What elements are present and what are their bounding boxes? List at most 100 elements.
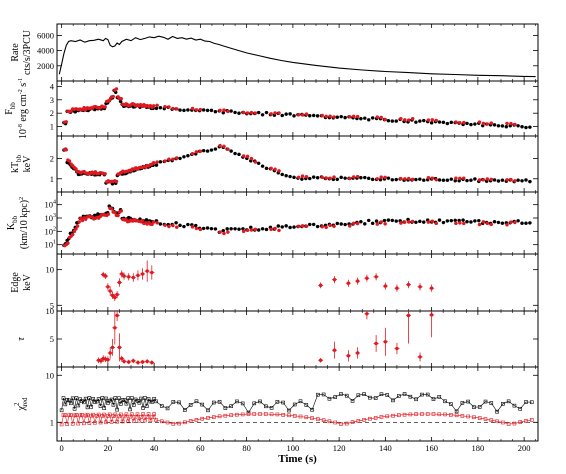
data-point bbox=[524, 221, 528, 225]
chi2-point bbox=[113, 396, 118, 400]
data-point bbox=[469, 220, 473, 224]
chi2-point bbox=[107, 412, 112, 417]
data-point bbox=[308, 176, 312, 181]
data-point bbox=[355, 279, 360, 283]
chi2-point bbox=[368, 395, 372, 400]
chi2-point bbox=[128, 414, 132, 419]
data-point bbox=[292, 114, 296, 118]
y-tick-label: 1 bbox=[50, 417, 54, 427]
chi2-point bbox=[362, 392, 366, 396]
data-point bbox=[410, 116, 415, 121]
data-point bbox=[109, 207, 114, 211]
data-point bbox=[378, 178, 383, 182]
chi2-point bbox=[150, 399, 155, 404]
data-point bbox=[454, 120, 458, 124]
chi2-point bbox=[281, 400, 285, 405]
chi2-point bbox=[89, 413, 94, 418]
chi2-point bbox=[152, 412, 156, 416]
data-point bbox=[324, 176, 328, 180]
chi2-point bbox=[70, 396, 75, 401]
data-point bbox=[277, 228, 281, 233]
chi2-point bbox=[379, 392, 384, 397]
data-point bbox=[516, 219, 520, 223]
chi2-point bbox=[489, 418, 494, 422]
data-point bbox=[140, 360, 145, 364]
data-point bbox=[339, 222, 343, 226]
chi2-point bbox=[137, 418, 142, 423]
y-label-line: τ bbox=[16, 337, 27, 341]
chi2-point bbox=[122, 398, 127, 402]
chi2-point bbox=[135, 399, 140, 403]
chi2-point bbox=[264, 412, 268, 416]
chi2-point bbox=[269, 406, 274, 410]
data-point bbox=[150, 270, 154, 275]
data-point bbox=[462, 176, 466, 180]
data-point bbox=[155, 221, 159, 225]
data-point bbox=[205, 108, 210, 113]
chi2-point bbox=[477, 416, 482, 420]
chi2-point bbox=[449, 413, 453, 417]
chi2-point bbox=[420, 412, 424, 416]
data-point bbox=[445, 178, 450, 182]
data-point bbox=[469, 122, 473, 127]
panel-rate: 2000 4000 6000 Rate cts/s/3PCU bbox=[10, 23, 539, 82]
chi2-point bbox=[483, 417, 488, 421]
data-point bbox=[351, 114, 356, 118]
chi2-point bbox=[137, 400, 142, 405]
data-point bbox=[367, 118, 371, 122]
data-point bbox=[119, 209, 123, 213]
chi2-point bbox=[316, 417, 320, 421]
data-point bbox=[201, 108, 206, 112]
data-point bbox=[386, 218, 391, 222]
chi2-point bbox=[529, 400, 534, 405]
data-point bbox=[430, 219, 435, 223]
chi2-point bbox=[146, 412, 151, 416]
data-point bbox=[140, 272, 145, 276]
data-point bbox=[300, 177, 304, 181]
data-point bbox=[528, 179, 532, 184]
data-point bbox=[496, 124, 501, 128]
data-point bbox=[175, 156, 179, 160]
data-point bbox=[473, 122, 477, 126]
data-point bbox=[167, 157, 171, 161]
data-point bbox=[348, 115, 352, 119]
data-point bbox=[477, 120, 482, 124]
chi2-point bbox=[501, 402, 505, 406]
data-point bbox=[288, 225, 292, 230]
data-point bbox=[233, 110, 237, 115]
data-point bbox=[528, 221, 532, 225]
data-point bbox=[304, 112, 309, 116]
data-point bbox=[229, 109, 233, 113]
y-axis-label: χ2red bbox=[13, 397, 29, 411]
chi2-point bbox=[85, 412, 90, 417]
chi2-point bbox=[489, 401, 494, 405]
data-point bbox=[437, 218, 442, 222]
y-label-line: 10-8 erg cm-2 s-1 bbox=[18, 78, 29, 139]
chi2-point bbox=[229, 413, 233, 417]
data-point bbox=[64, 148, 68, 152]
chi2-point bbox=[298, 399, 303, 404]
data-point bbox=[273, 167, 277, 171]
data-point bbox=[190, 106, 195, 111]
data-point bbox=[114, 87, 119, 91]
chi2-point bbox=[396, 413, 401, 417]
data-point bbox=[332, 348, 337, 352]
chi2-point bbox=[472, 415, 476, 420]
data-point bbox=[394, 219, 398, 223]
data-point bbox=[386, 176, 391, 180]
data-point bbox=[434, 178, 438, 182]
chi2-point bbox=[529, 417, 534, 422]
chi2-point bbox=[304, 403, 309, 407]
chi2-point bbox=[194, 399, 199, 404]
chi2-point bbox=[310, 416, 314, 420]
data-point bbox=[406, 282, 411, 287]
data-point bbox=[113, 210, 117, 215]
data-point bbox=[229, 149, 233, 153]
chi2-point bbox=[333, 395, 337, 399]
data-point bbox=[351, 175, 356, 179]
data-point bbox=[190, 152, 195, 156]
data-point bbox=[315, 114, 320, 118]
y-tick-label: 2 bbox=[50, 153, 54, 163]
data-point bbox=[513, 179, 517, 183]
